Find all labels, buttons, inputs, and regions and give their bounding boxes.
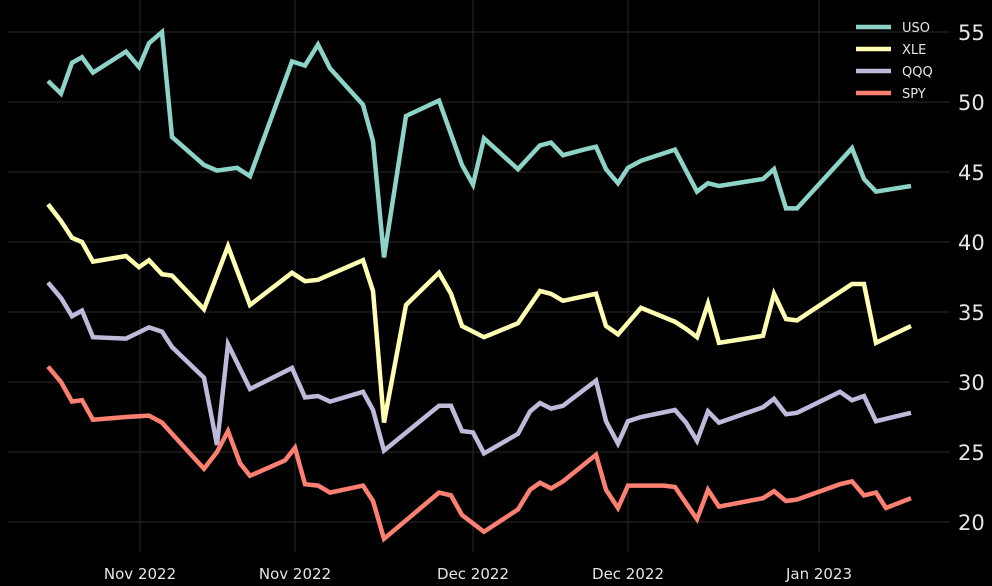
y-tick-label: 25	[958, 441, 985, 465]
legend-label-uso: USO	[902, 21, 930, 36]
x-tick-label: Jan 2023	[785, 565, 852, 583]
y-tick-label: 35	[958, 301, 985, 325]
legend-label-spy: SPY	[902, 87, 926, 102]
x-tick-label: Dec 2022	[437, 565, 509, 583]
legend-label-qqq: QQQ	[902, 65, 933, 80]
y-axis-ticks: 20 25 30 35 40 45 50 55	[958, 21, 985, 535]
series-line-qqq	[46, 281, 912, 457]
series-line-xle	[46, 202, 912, 424]
x-tick-label: Nov 2022	[259, 565, 331, 583]
series-line-uso	[46, 27, 912, 258]
x-axis-ticks: Nov 2022 Nov 2022 Dec 2022 Dec 2022 Jan 2023	[104, 565, 852, 583]
y-tick-label: 45	[958, 161, 985, 185]
y-tick-label: 55	[958, 21, 985, 45]
y-tick-label: 50	[958, 91, 985, 115]
y-tick-label: 40	[958, 231, 985, 255]
x-tick-label: Dec 2022	[592, 565, 664, 583]
series-line-spy	[46, 365, 912, 543]
legend: USO XLE QQQ SPY	[856, 21, 933, 102]
y-tick-label: 20	[958, 511, 985, 535]
series-lines	[46, 27, 912, 543]
x-tick-label: Nov 2022	[104, 565, 176, 583]
legend-label-xle: XLE	[902, 43, 926, 58]
y-tick-label: 30	[958, 371, 985, 395]
gridlines	[8, 0, 950, 552]
